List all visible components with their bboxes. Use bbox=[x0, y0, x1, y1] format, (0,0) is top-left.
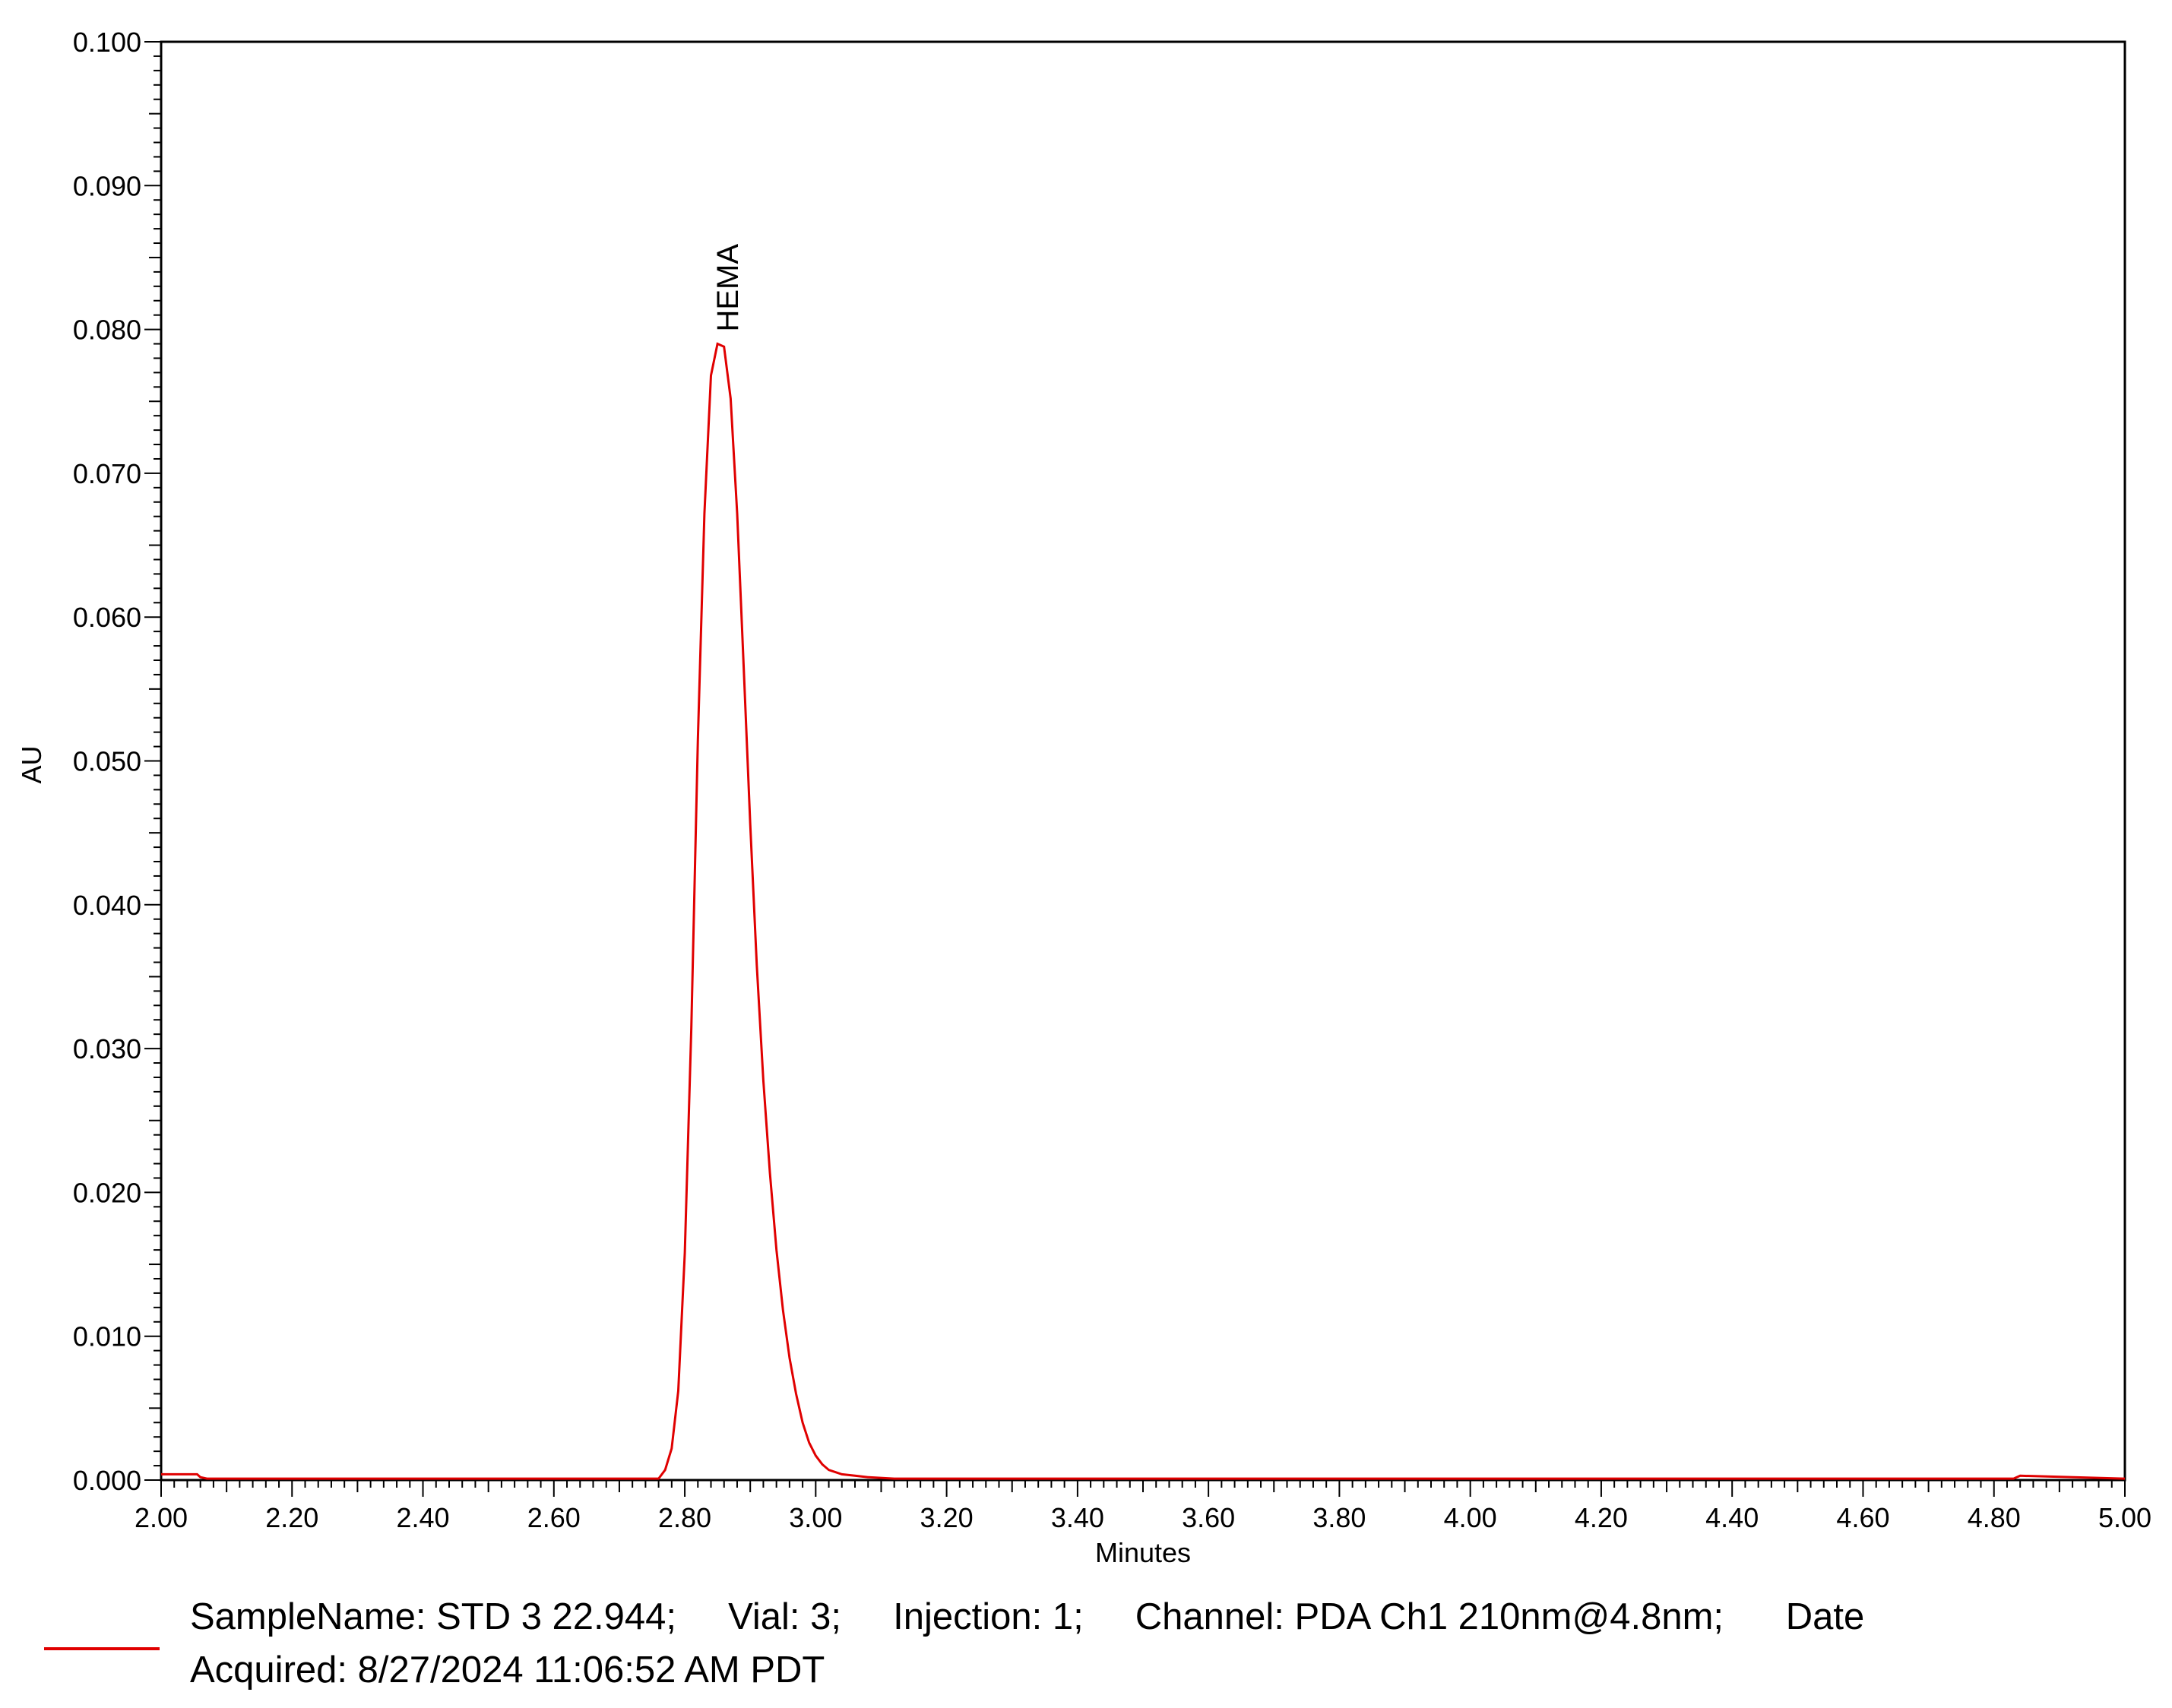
y-axis-label: AU bbox=[16, 745, 47, 783]
legend-swatch bbox=[44, 1647, 160, 1650]
y-tick-label: 0.060 bbox=[73, 602, 141, 633]
y-tick-label: 0.070 bbox=[73, 458, 141, 489]
x-tick-label: 2.60 bbox=[527, 1502, 581, 1533]
x-tick-label: 4.00 bbox=[1444, 1502, 1497, 1533]
chromatogram-chart: 2.00 2.20 2.40 2.60 2.80 3.00 3.20 3.40 3.60 3.80… bbox=[16, 27, 2151, 1568]
x-tick-label: 3.00 bbox=[789, 1502, 842, 1533]
x-tick-label: 4.80 bbox=[1968, 1502, 2021, 1533]
x-tick-label: 3.80 bbox=[1312, 1502, 1366, 1533]
legend-entry-text: SampleName: STD 3 22.944; Vial: 3; Injec… bbox=[190, 1596, 1865, 1691]
x-axis-ticks: 2.00 2.20 2.40 2.60 2.80 3.00 3.20 3.40 3.60 3.80… bbox=[135, 1480, 2151, 1533]
y-tick-label: 0.040 bbox=[73, 890, 141, 921]
plot-frame bbox=[160, 40, 2126, 1482]
y-tick-label: 0.090 bbox=[73, 170, 141, 201]
x-tick-label: 2.20 bbox=[265, 1502, 318, 1533]
y-tick-label: 0.010 bbox=[73, 1321, 141, 1352]
x-tick-label: 4.20 bbox=[1575, 1502, 1628, 1533]
x-tick-label: 2.40 bbox=[396, 1502, 449, 1533]
peak-label-hema: HEMA bbox=[711, 244, 745, 332]
x-tick-label: 3.60 bbox=[1182, 1502, 1235, 1533]
x-tick-label: 2.80 bbox=[658, 1502, 711, 1533]
y-tick-label: 0.020 bbox=[73, 1177, 141, 1208]
y-tick-label: 0.000 bbox=[73, 1465, 141, 1496]
y-tick-label: 0.080 bbox=[73, 315, 141, 346]
x-tick-label: 4.40 bbox=[1705, 1502, 1759, 1533]
x-tick-label: 5.00 bbox=[2098, 1502, 2151, 1533]
x-axis-label: Minutes bbox=[1095, 1537, 1191, 1568]
y-axis-ticks: 0.000 0.010 0.020 0.030 0.040 0.050 0.060 0.070… bbox=[73, 27, 161, 1496]
x-tick-label: 3.20 bbox=[920, 1502, 974, 1533]
y-tick-label: 0.030 bbox=[73, 1033, 141, 1064]
x-tick-label: 2.00 bbox=[135, 1502, 188, 1533]
y-tick-label: 0.050 bbox=[73, 746, 141, 777]
y-tick-label: 0.100 bbox=[73, 27, 141, 58]
x-tick-label: 4.60 bbox=[1836, 1502, 1889, 1533]
series-line bbox=[161, 342, 2126, 1480]
legend: SampleName: STD 3 22.944; Vial: 3; Injec… bbox=[0, 1584, 2172, 1691]
x-tick-label: 3.40 bbox=[1051, 1502, 1104, 1533]
